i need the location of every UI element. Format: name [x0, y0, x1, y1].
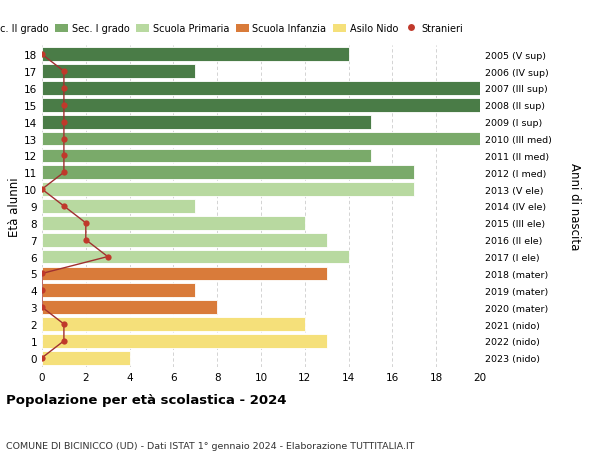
Bar	[42, 82, 480, 95]
Bar	[42, 65, 196, 79]
Legend: Sec. II grado, Sec. I grado, Scuola Primaria, Scuola Infanzia, Asilo Nido, Stran: Sec. II grado, Sec. I grado, Scuola Prim…	[0, 20, 467, 38]
Bar	[42, 116, 371, 129]
Bar	[42, 99, 480, 112]
Bar	[42, 132, 480, 146]
Bar	[42, 149, 371, 163]
Bar	[42, 166, 415, 180]
Bar	[42, 217, 305, 230]
Bar	[42, 233, 327, 247]
Y-axis label: Età alunni: Età alunni	[8, 177, 21, 236]
Bar	[42, 334, 327, 348]
Bar	[42, 200, 196, 213]
Bar	[42, 318, 305, 331]
Bar	[42, 48, 349, 62]
Text: Popolazione per età scolastica - 2024: Popolazione per età scolastica - 2024	[6, 393, 287, 406]
Bar	[42, 301, 217, 314]
Bar	[42, 250, 349, 264]
Bar	[42, 183, 415, 196]
Y-axis label: Anni di nascita: Anni di nascita	[568, 163, 581, 250]
Text: COMUNE DI BICINICCO (UD) - Dati ISTAT 1° gennaio 2024 - Elaborazione TUTTITALIA.: COMUNE DI BICINICCO (UD) - Dati ISTAT 1°…	[6, 441, 415, 450]
Bar	[42, 267, 327, 281]
Bar	[42, 284, 196, 297]
Bar	[42, 351, 130, 365]
